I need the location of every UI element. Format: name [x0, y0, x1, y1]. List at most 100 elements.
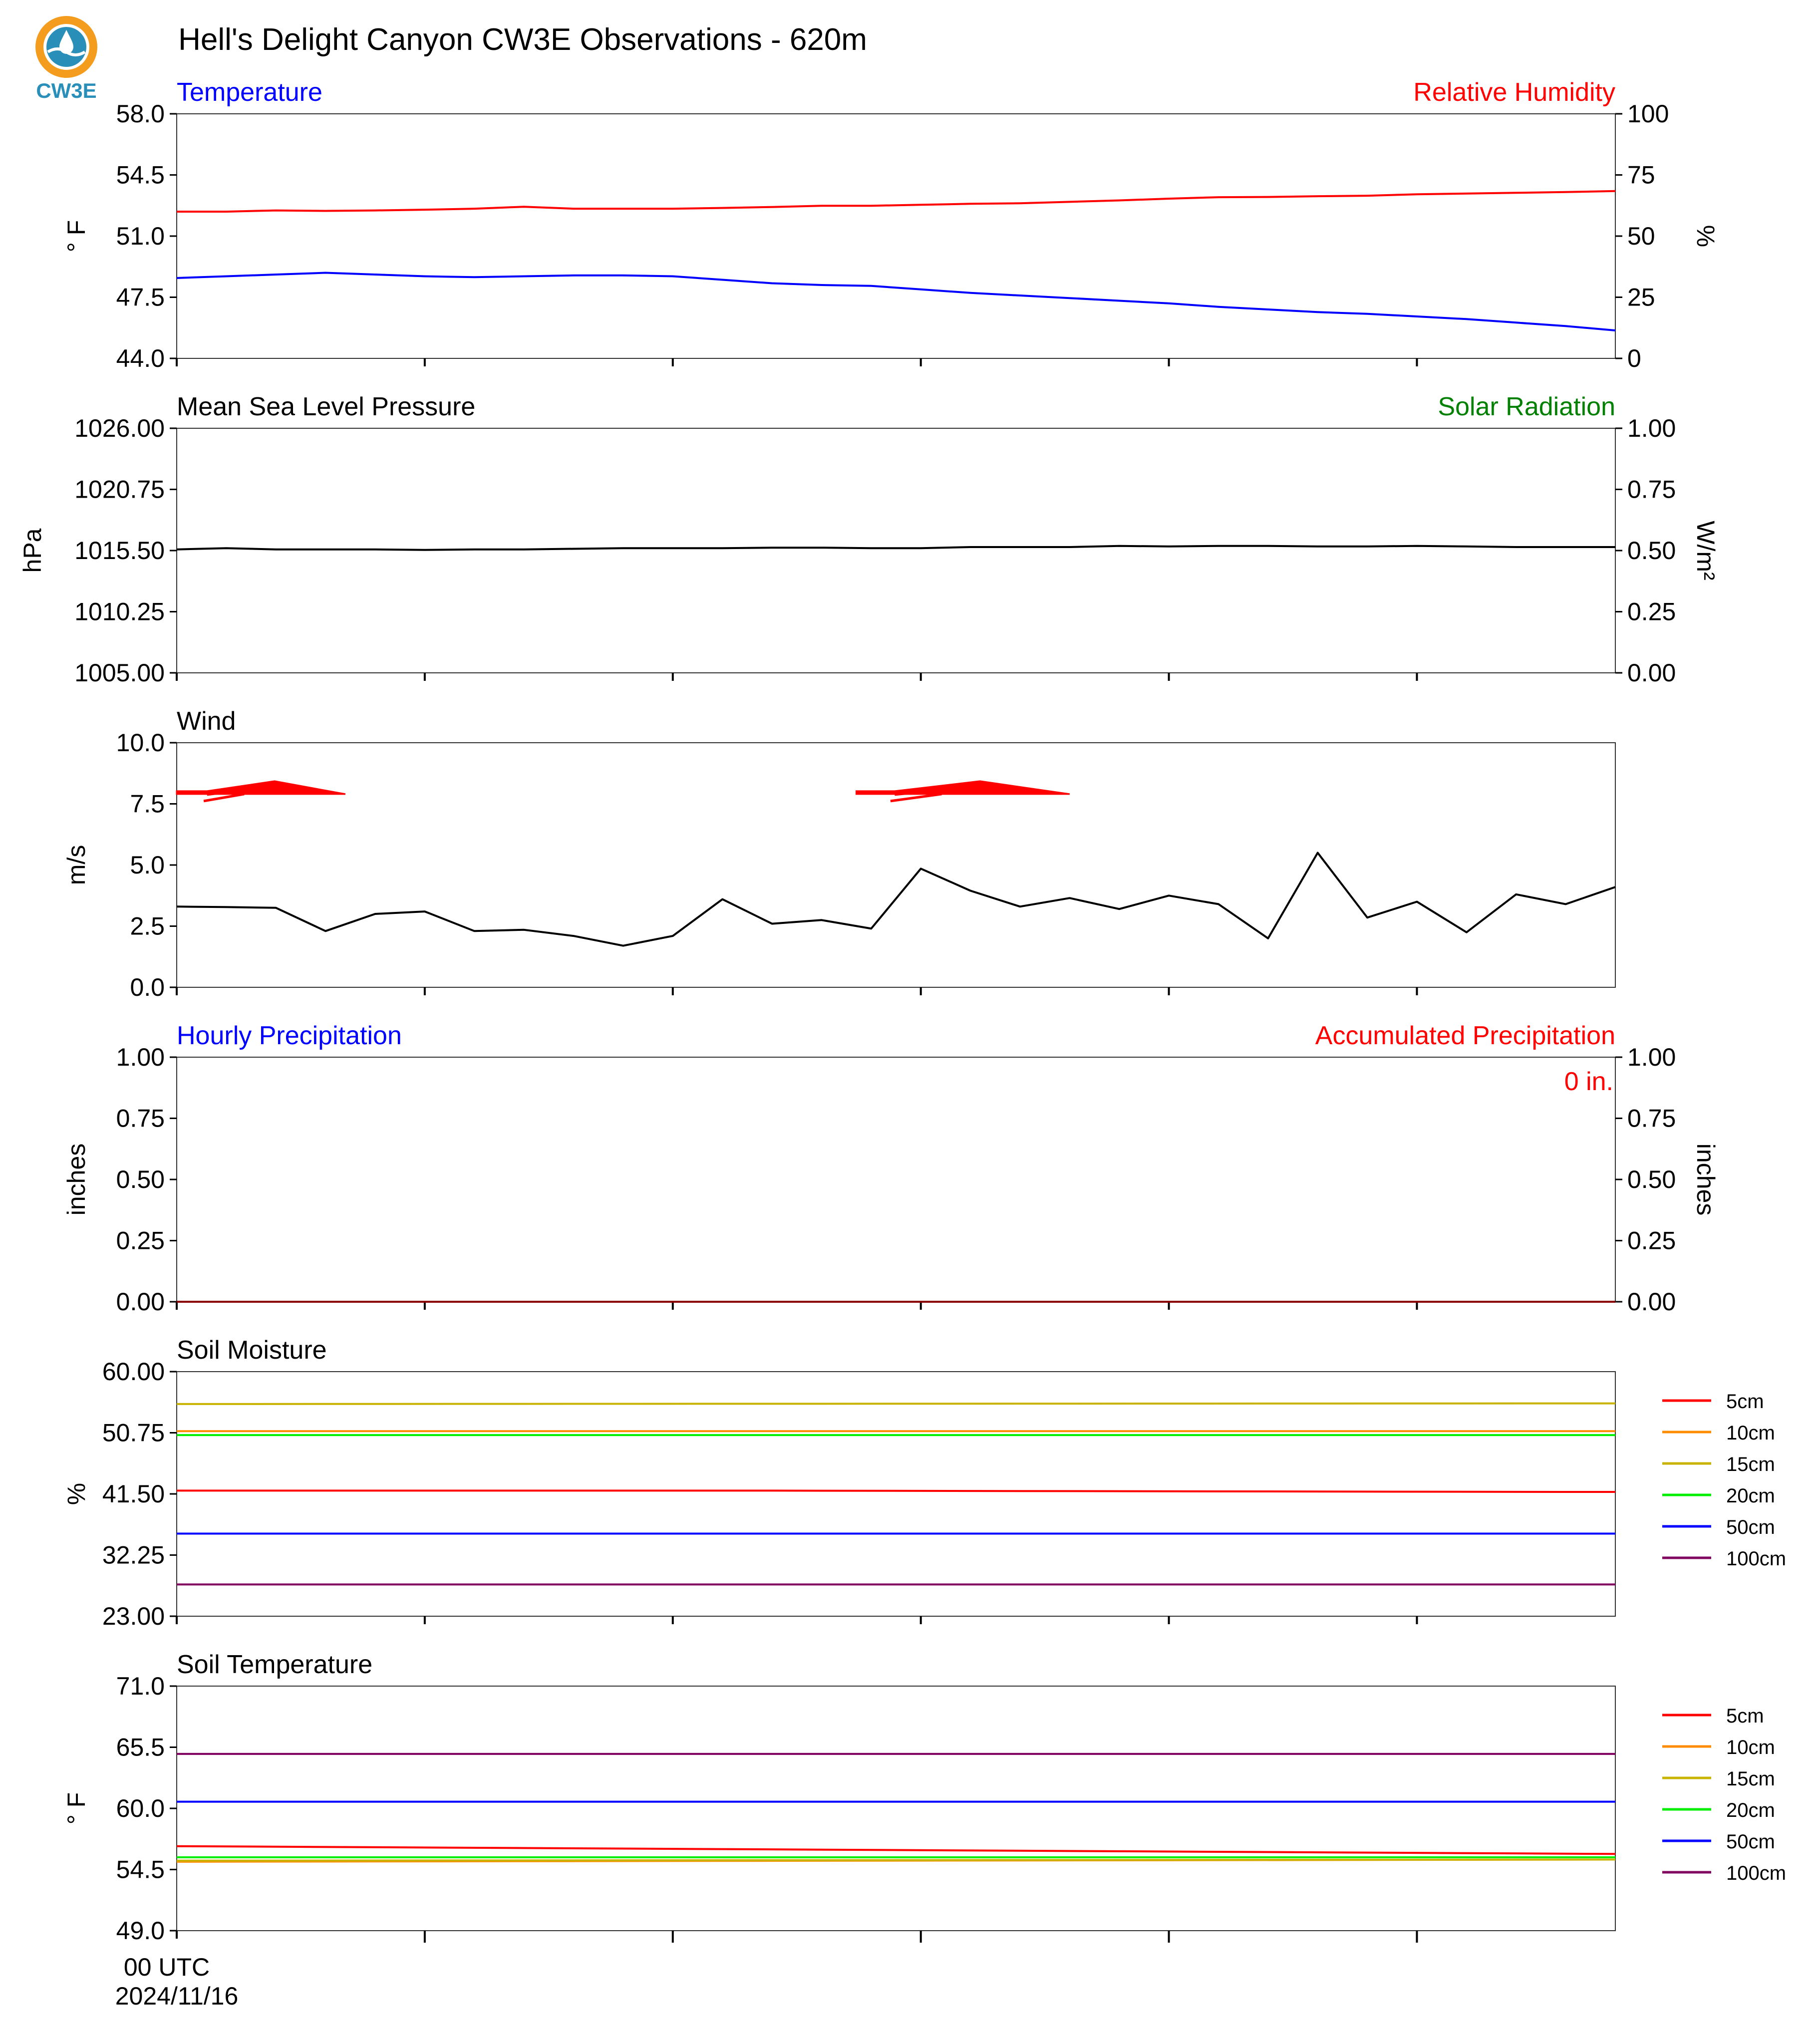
series-line-1 [176, 545, 1615, 551]
y-tick-label: 0.25 [116, 1227, 165, 1255]
legend: 5cm 10cm 15cm 20cm 50cm 100cm [1662, 1391, 1786, 1570]
legend-label: 20cm [1726, 1485, 1775, 1507]
y-tick-label-right: 0.50 [1627, 537, 1676, 565]
y-tick-label: 54.5 [116, 161, 165, 189]
panel-title-left: Soil Temperature [177, 1650, 372, 1679]
panel-title-left: Mean Sea Level Pressure [177, 392, 475, 421]
y-tick-label: 0.50 [116, 1165, 165, 1193]
y-axis-label: hPa [18, 528, 46, 573]
series-line-1 [176, 852, 1616, 947]
panel-title-left: Temperature [177, 78, 322, 107]
y-tick-label-right: 100 [1627, 100, 1669, 128]
y-tick-label-right: 0.75 [1627, 1105, 1676, 1133]
logo-text: CW3E [36, 79, 96, 102]
legend-label: 10cm [1726, 1422, 1775, 1444]
y-tick-label-right: 75 [1627, 161, 1655, 189]
chart-title: Hell's Delight Canyon CW3E Observations … [178, 22, 867, 57]
y-tick-label: 1015.50 [74, 537, 165, 565]
legend-label: 5cm [1726, 1391, 1764, 1413]
legend-label: 5cm [1726, 1705, 1764, 1727]
panel-6: Soil Temperature 71.0 65.5 60.0 54.5 49.0 ° F 5… [62, 1650, 1786, 1945]
wind-barb-2 [856, 780, 1070, 795]
legend: 5cm 10cm 15cm 20cm 50cm 100cm [1662, 1705, 1786, 1884]
y-tick-label: 0.00 [116, 1288, 165, 1316]
y-tick-label: 32.25 [102, 1541, 165, 1569]
panel-title-right: Relative Humidity [1413, 78, 1615, 107]
accumulated-total-label: 0 in. [1564, 1067, 1613, 1096]
panel-title-left: Hourly Precipitation [177, 1021, 402, 1050]
y-tick-label: 1005.00 [74, 659, 165, 687]
wind-barb-flag [890, 793, 942, 803]
y-tick-label: 7.5 [130, 790, 165, 818]
y-tick-label: 0.0 [130, 973, 165, 1001]
y-tick-label: 58.0 [116, 100, 165, 128]
y-tick-label: 71.0 [116, 1672, 165, 1700]
panel-title-left: Soil Moisture [177, 1336, 327, 1365]
y-tick-label: 54.5 [116, 1856, 165, 1884]
y-tick-label: 1.00 [116, 1043, 165, 1071]
y-tick-label: 60.00 [102, 1358, 165, 1386]
y-tick-label-right: 0.00 [1627, 659, 1676, 687]
legend-label: 50cm [1726, 1831, 1775, 1853]
series-line-1 [176, 1845, 1616, 1855]
y-tick-label-right: 0 [1627, 344, 1641, 372]
panels: Temperature Relative Humidity 58.0 54.5 51.0… [18, 78, 1786, 1945]
wind-barb-1 [176, 780, 346, 795]
panel-2: Mean Sea Level Pressure Solar Radiation 10… [18, 392, 1720, 687]
y-tick-label-right: 0.25 [1627, 1227, 1676, 1255]
y-tick-label-right: 1.00 [1627, 1043, 1676, 1071]
y-tick-label-right: 0.75 [1627, 476, 1676, 504]
y-tick-label-right: 50 [1627, 222, 1655, 250]
y-tick-label: 47.5 [116, 284, 165, 311]
y-axis-label: % [62, 1483, 90, 1505]
panel-title-left: Wind [177, 707, 236, 736]
y-axis-label-right: inches [1692, 1144, 1720, 1216]
panel-5: Soil Moisture 60.00 50.75 41.50 32.25 23.00% 5… [62, 1336, 1786, 1630]
series-line-3 [176, 1858, 1616, 1862]
y-axis-label: m/s [62, 845, 90, 885]
y-tick-label: 0.75 [116, 1105, 165, 1133]
y-tick-label: 10.0 [116, 729, 165, 757]
series-line-2 [177, 190, 1616, 213]
y-tick-label: 23.00 [102, 1602, 165, 1630]
y-axis-label: inches [62, 1144, 90, 1216]
y-tick-label-right: 25 [1627, 284, 1655, 311]
legend-label: 15cm [1726, 1768, 1775, 1790]
legend-label: 20cm [1726, 1799, 1775, 1821]
legend-label: 100cm [1726, 1548, 1786, 1570]
series-line-1 [176, 272, 1616, 331]
legend-label: 15cm [1726, 1453, 1775, 1475]
panel-1: Temperature Relative Humidity 58.0 54.5 51.0… [62, 78, 1720, 372]
y-tick-label: 1010.25 [74, 598, 165, 626]
y-tick-label: 41.50 [102, 1480, 165, 1508]
y-axis-label-right: % [1692, 225, 1720, 247]
series-line-1 [177, 1489, 1615, 1493]
panel-title-right: Accumulated Precipitation [1315, 1021, 1615, 1050]
panel-title-right: Solar Radiation [1438, 392, 1615, 421]
y-tick-label: 5.0 [130, 851, 165, 879]
y-tick-label: 1020.75 [74, 476, 165, 504]
water-drop-icon [59, 30, 73, 54]
y-tick-label: 51.0 [116, 222, 165, 250]
logo-ring [35, 16, 97, 78]
y-tick-label-right: 0.50 [1627, 1165, 1676, 1193]
y-tick-label-right: 1.00 [1627, 414, 1676, 442]
wind-barb-half-flag [895, 789, 942, 796]
y-tick-label: 2.5 [130, 912, 165, 940]
y-tick-label-right: 0.00 [1627, 1288, 1676, 1316]
legend-label: 10cm [1726, 1737, 1775, 1758]
x-date-label: 2024/11/16 [115, 1982, 239, 2010]
panel-3: Wind 10.0 7.5 5.0 2.5 0.0 m/s [62, 707, 1616, 1001]
cw3e-logo: CW3E [35, 16, 97, 102]
y-tick-label: 60.0 [116, 1794, 165, 1822]
legend-label: 50cm [1726, 1516, 1775, 1538]
y-tick-label-right: 0.25 [1627, 598, 1676, 626]
wind-barb-flag [203, 793, 245, 803]
panel-4: Hourly Precipitation Accumulated Precipit… [62, 1021, 1720, 1316]
y-tick-label: 1026.00 [74, 414, 165, 442]
y-axis-label: ° F [62, 220, 90, 252]
legend-label: 100cm [1726, 1862, 1786, 1884]
wind-barb-half-flag [207, 789, 245, 796]
